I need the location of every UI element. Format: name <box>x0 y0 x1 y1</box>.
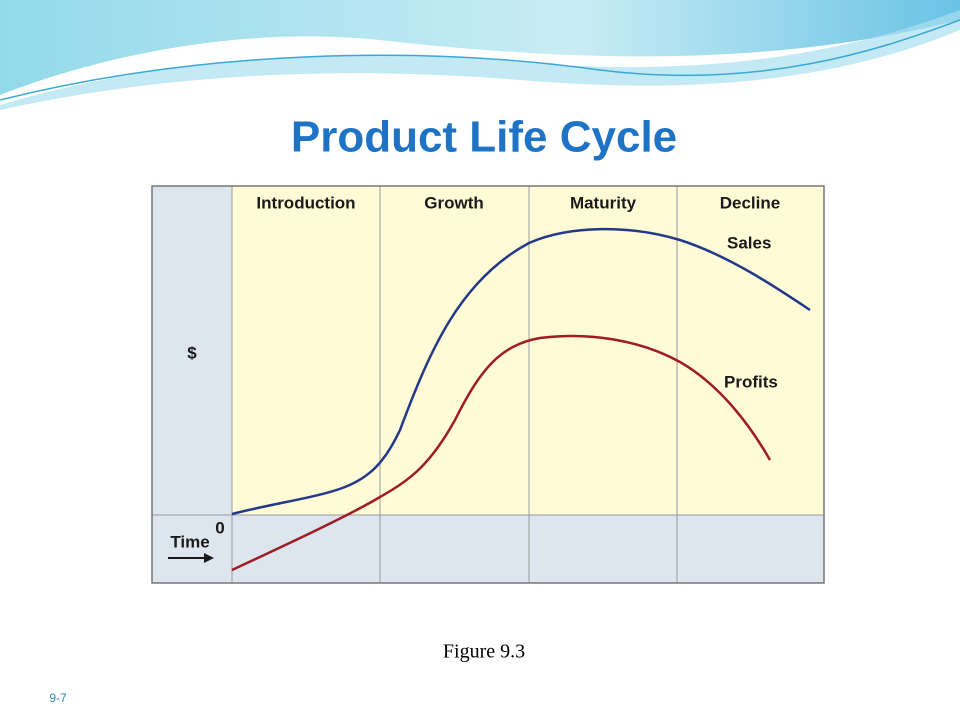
slide-number: 9-7 <box>49 691 67 705</box>
stage-label: Decline <box>720 193 780 212</box>
profits-curve <box>231 334 772 572</box>
time-arrow <box>168 553 214 563</box>
header-wave <box>0 0 960 95</box>
plot-area <box>232 186 824 515</box>
figure-caption: Figure 9.3 <box>443 641 525 663</box>
time-strip <box>232 515 824 583</box>
frame <box>151 185 825 584</box>
stage-label: Growth <box>424 193 484 212</box>
sales-curve <box>231 227 811 516</box>
header-wave-line <box>0 19 960 101</box>
origin-label: 0 <box>215 518 224 537</box>
x-axis-label: Time <box>170 532 209 551</box>
axis-panel <box>152 186 232 583</box>
y-axis-label: $ <box>187 343 197 362</box>
slide-title: Product Life Cycle <box>291 113 677 162</box>
profits-label: Profits <box>724 372 778 391</box>
dividers <box>152 186 824 583</box>
stage-label: Maturity <box>570 193 637 212</box>
sales-label: Sales <box>727 233 771 252</box>
header-wave-light <box>0 10 960 110</box>
stage-label: Introduction <box>256 193 355 212</box>
